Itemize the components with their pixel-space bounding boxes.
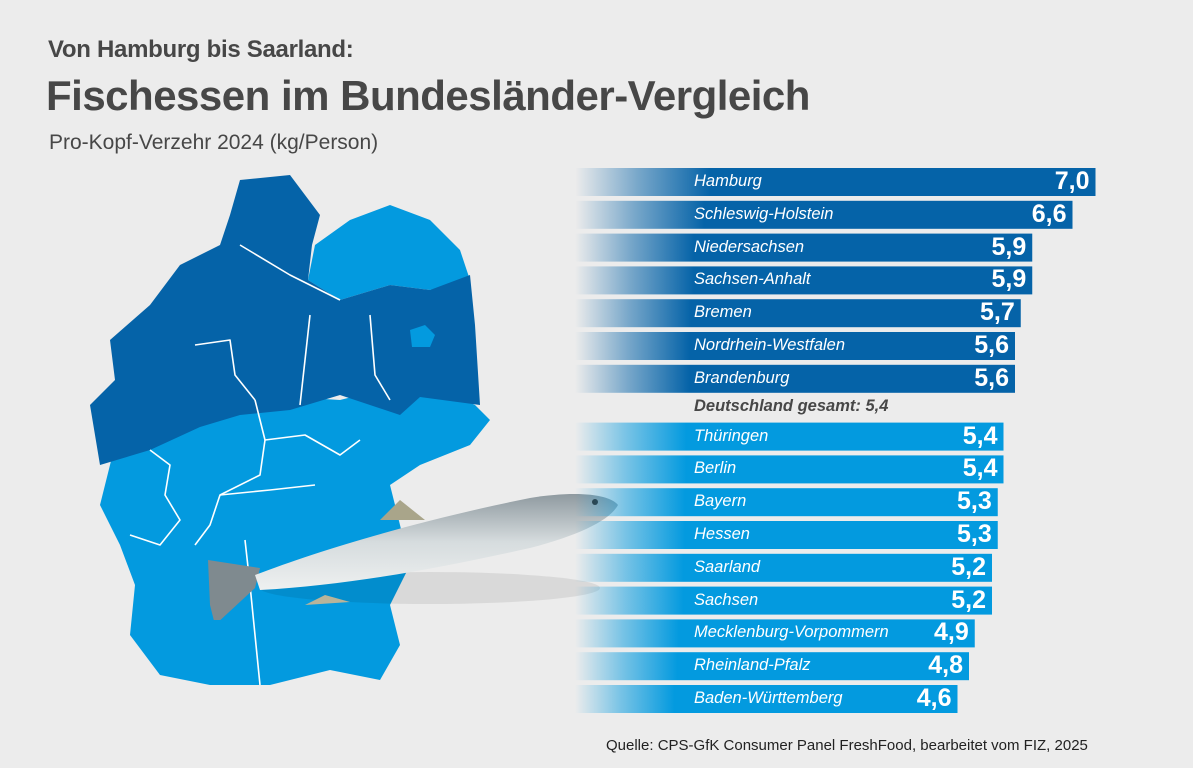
bar-hamburg: [575, 168, 1096, 196]
bar-value-label: 5,9: [991, 265, 1027, 294]
bar-category-label: Hamburg: [694, 172, 762, 190]
bar-value-label: 5,2: [951, 552, 986, 581]
map-region-mv: [308, 205, 470, 300]
bar-category-label: Mecklenburg-Vorpommern: [694, 623, 889, 642]
bar-value-label: 5,3: [956, 520, 992, 548]
bar-category-label: Niedersachsen: [694, 237, 805, 256]
bar-bayern: [575, 488, 998, 517]
bar-rheinland-pfalz: [575, 652, 969, 681]
bar-value-label: 7,0: [1054, 167, 1090, 195]
bar-value-label: 5,2: [951, 585, 986, 614]
bar-value-label: 4,9: [933, 618, 969, 647]
fish-body: [255, 494, 618, 590]
bar-sachsen-anhalt: [575, 266, 1033, 295]
bar-category-label: Brandenburg: [694, 368, 790, 387]
source-note: Quelle: CPS-GfK Consumer Panel FreshFood…: [606, 737, 1088, 754]
map-region-south: [100, 380, 490, 685]
bar-value-label: 5,3: [956, 487, 992, 516]
bar-schleswig-holstein: [575, 200, 1073, 229]
bar-category-label: Saarland: [694, 557, 761, 576]
bar-value-label: 5,9: [991, 232, 1027, 261]
bar-category-label: Baden-Württemberg: [694, 689, 843, 707]
bar-thüringen: [575, 422, 1004, 451]
bar-saarland: [575, 553, 992, 582]
bar-bremen: [575, 299, 1021, 328]
bar-value-label: 6,6: [1031, 199, 1067, 228]
bar-category-label: Sachsen: [694, 590, 759, 609]
bar-value-label: 5,4: [962, 421, 998, 450]
bar-value-label: 5,4: [962, 454, 998, 483]
bar-category-label: Thüringen: [694, 426, 769, 445]
bar-value-label: 5,6: [974, 331, 1009, 359]
fish-image: [208, 494, 618, 620]
bar-value-label: 4,6: [916, 684, 952, 712]
bar-category-label: Schleswig-Holstein: [694, 204, 834, 223]
bar-mecklenburg-vorpommern: [575, 619, 975, 648]
pretitle: Von Hamburg bis Saarland:: [48, 36, 354, 63]
fish-tail: [208, 560, 260, 620]
bar-category-label: Bremen: [694, 303, 752, 322]
bar-nordrhein-westfalen: [575, 332, 1015, 360]
bar-hessen: [575, 521, 998, 549]
bar-category-label: Rheinland-Pfalz: [694, 656, 811, 675]
bar-category-label: Nordrhein-Westfalen: [694, 336, 846, 354]
bar-sachsen: [575, 586, 992, 615]
map-region-berlin: [410, 325, 435, 347]
chart-title: Fischessen im Bundesländer-Vergleich: [46, 72, 810, 119]
bar-value-label: 5,7: [979, 298, 1015, 327]
bar-category-label: Hessen: [694, 525, 750, 543]
germany-map: [90, 175, 490, 686]
bar-category-label: Berlin: [694, 459, 737, 478]
bar-baden-württemberg: [575, 685, 958, 713]
national-average-label: Deutschland gesamt: 5,4: [694, 397, 889, 415]
bar-value-label: 5,6: [974, 363, 1009, 392]
bar-niedersachsen: [575, 233, 1033, 262]
bar-berlin: [575, 455, 1004, 484]
map-region-north: [90, 175, 480, 465]
bar-category-label: Bayern: [694, 492, 747, 511]
bar-category-label: Sachsen-Anhalt: [694, 270, 811, 289]
bar-brandenburg: [575, 364, 1015, 393]
bar-value-label: 4,8: [928, 651, 963, 680]
chart-subtitle: Pro-Kopf-Verzehr 2024 (kg/Person): [49, 131, 379, 154]
